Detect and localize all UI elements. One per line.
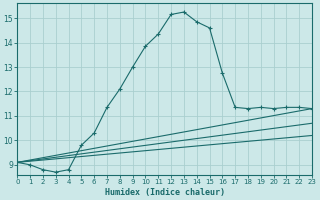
X-axis label: Humidex (Indice chaleur): Humidex (Indice chaleur) bbox=[105, 188, 225, 197]
